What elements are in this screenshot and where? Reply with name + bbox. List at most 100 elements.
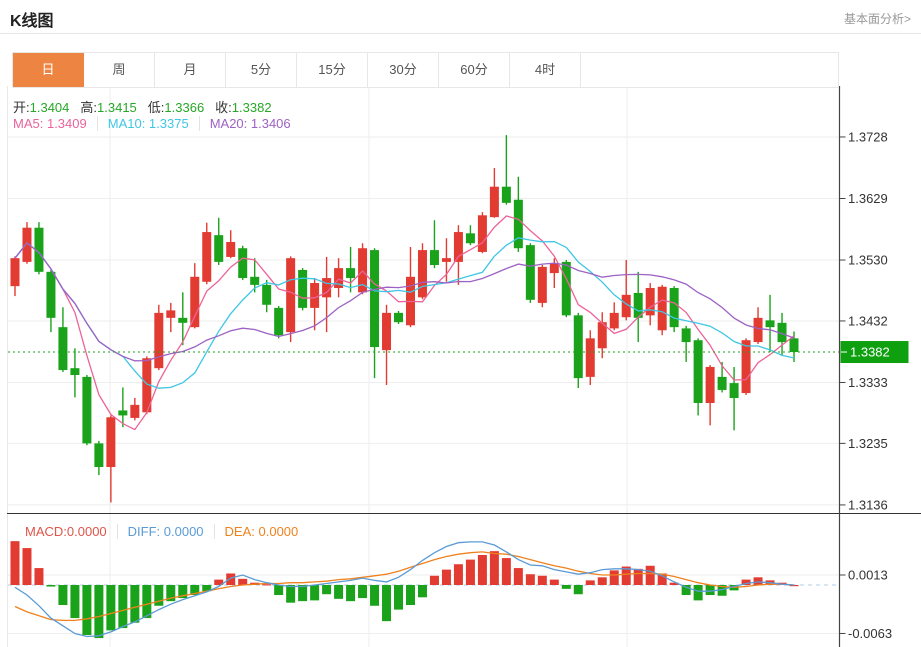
candle [118,387,128,428]
period-tab-周[interactable]: 周 [84,53,155,87]
macd-bar [441,569,451,585]
macd-bar [190,585,200,595]
macd-bar [561,585,571,589]
macd-bar [693,585,703,601]
candle [645,283,655,326]
candle [705,365,715,426]
macd-bar [346,585,356,602]
macd-layer [8,541,839,639]
macd-bar [717,585,727,596]
macd-bar [477,555,487,585]
macd-bar [226,573,236,585]
macd-bar [334,585,344,599]
candle [693,338,703,416]
indicator-value: 高:1.3415 [80,100,137,115]
candle [633,271,643,343]
candle [382,304,392,385]
candle [238,245,248,280]
period-tab-4时[interactable]: 4时 [510,53,581,87]
y-axis-label: 1.3333 [848,375,888,390]
fundamental-analysis-link[interactable]: 基本面分析> [843,12,911,26]
y-axis-label: 1.3136 [848,497,888,512]
y-axis-label: -0.0063 [848,626,892,641]
macd-bar [46,585,56,587]
candle [729,366,739,431]
candle [370,248,380,379]
candle [525,243,535,303]
price-axis: 1.3728 1.3629 1.3530 1.3432 1.3333 1.3235 1.31… [7,86,921,647]
macd-bar [118,585,128,629]
candle [286,256,296,343]
candle [70,348,80,398]
y-axis-label: 1.3728 [848,129,888,144]
candle [346,246,356,293]
candle [597,312,607,359]
candle [94,440,104,476]
macd-info-row: MACD:0.0000 DIFF: 0.0000 DEA: 0.0000 [25,524,308,539]
candle [561,260,571,318]
indicator-value: 低:1.3366 [147,100,205,115]
macd-bar [657,573,667,585]
period-tab-60分[interactable]: 60分 [439,53,510,87]
indicator-value: 开:1.3404 [13,100,70,115]
candle [34,222,44,275]
macd-bar [597,577,607,585]
candle [453,225,463,285]
macd-bar [106,585,116,631]
candle [669,286,679,333]
period-tab-15分[interactable]: 15分 [297,53,368,87]
macd-bar [573,585,583,595]
macd-bar [753,577,763,585]
candle [82,375,92,446]
ma-info-row: MA5: 1.3409 MA10: 1.3375 MA20: 1.3406 [13,116,301,131]
indicator-value: MA10: 1.3375 [96,116,199,131]
period-tab-30分[interactable]: 30分 [368,53,439,87]
macd-bar [154,585,164,606]
macd-bar [525,574,535,585]
macd-bar [214,579,224,585]
macd-bar [489,551,499,585]
candle [513,176,523,252]
y-axis-label: 1.3530 [848,253,888,268]
candle [178,292,188,346]
period-tab-日[interactable]: 日 [13,53,84,87]
macd-bar [465,559,475,585]
macd-bar [382,585,392,622]
diff-line [14,541,795,638]
period-tab-5分[interactable]: 5分 [226,53,297,87]
candle [250,258,260,293]
candle [717,361,727,393]
macd-bar [142,585,152,619]
candle [741,338,751,395]
candle [621,260,631,321]
candle [394,310,404,325]
macd-bar [394,585,404,610]
indicator-value: MACD:0.0000 [25,524,107,539]
indicator-value: DIFF: 0.0000 [116,524,214,539]
candle [537,265,547,308]
candle [477,212,487,254]
macd-bar [94,585,104,639]
candle [298,268,308,311]
y-axis-label: 1.3629 [848,191,888,206]
macd-bar [322,585,332,595]
candle [46,269,56,333]
candle [274,306,284,339]
macd-bar [669,582,679,585]
indicator-value: MA20: 1.3406 [198,116,301,131]
candle [154,304,164,371]
candle [190,263,200,329]
ohlc-info-row: 开:1.3404 高:1.3415 低:1.3366 收:1.3382 [13,97,283,116]
candle [226,230,236,259]
candle [166,302,176,333]
period-tab-月[interactable]: 月 [155,53,226,87]
y-axis-label: 1.3235 [848,436,888,451]
candle [214,217,224,266]
macd-bar [358,585,368,599]
macd-bar [10,541,20,585]
candle [262,279,272,313]
macd-bar [262,584,272,586]
candle [58,307,68,372]
macd-bar [130,585,140,623]
